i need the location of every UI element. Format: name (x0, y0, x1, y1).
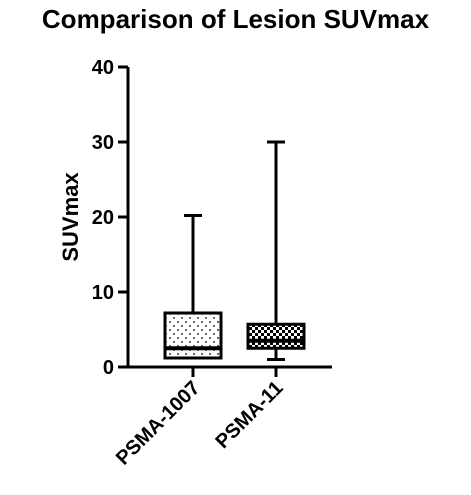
box-body (246, 322, 306, 350)
y-tick-label: 40 (92, 57, 114, 79)
x-tick-label: PSMA-11 (211, 377, 287, 453)
box-body (163, 311, 223, 360)
chart-title: Comparison of Lesion SUVmax (41, 4, 430, 34)
y-tick-label: 30 (92, 132, 114, 154)
y-axis-label: SUVmax (58, 172, 83, 262)
y-tick-label: 10 (92, 282, 114, 304)
box-psma-11 (246, 140, 306, 361)
y-tick-label: 20 (92, 207, 114, 229)
y-tick-label: 0 (103, 357, 114, 379)
x-tick-label: PSMA-1007 (112, 377, 205, 470)
box-psma-1007 (163, 214, 223, 360)
